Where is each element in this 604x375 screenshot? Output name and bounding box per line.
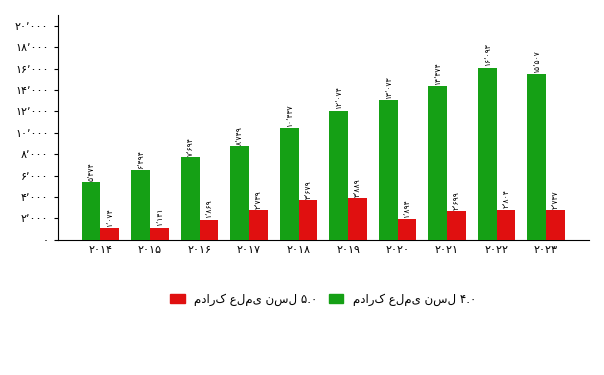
Text: ۸٬۷۴۹: ۸٬۷۴۹ — [235, 126, 244, 145]
Text: ۱۴٬۳۷۴: ۱۴٬۳۷۴ — [433, 62, 442, 85]
Text: ۱۰٬۴۳۷: ۱۰٬۴۳۷ — [284, 104, 294, 127]
Bar — [131, 170, 150, 240]
Text: ۳٬۸۸۹: ۳٬۸۸۹ — [353, 178, 362, 197]
Text: ۱۳٬۰۷۳: ۱۳٬۰۷۳ — [384, 76, 393, 99]
Text: ISC: ISC — [503, 27, 542, 48]
Bar — [447, 211, 466, 240]
Legend: مدارک علمی نسل ۵.۰, مدارک علمی نسل ۴.۰: مدارک علمی نسل ۵.۰, مدارک علمی نسل ۴.۰ — [170, 292, 476, 306]
Text: ۱٬۸۶۹: ۱٬۸۶۹ — [204, 200, 213, 219]
Bar — [82, 182, 100, 240]
Bar — [397, 219, 416, 240]
Text: ۱۶٬۰۹۳: ۱۶٬۰۹۳ — [483, 44, 492, 66]
Bar — [496, 210, 515, 240]
Bar — [546, 210, 565, 240]
Bar — [280, 128, 298, 240]
Bar — [181, 158, 199, 240]
Text: ۵٬۳۷۴: ۵٬۳۷۴ — [86, 162, 95, 181]
Text: ۱٬۱۴۱: ۱٬۱۴۱ — [155, 208, 164, 226]
Bar — [100, 228, 120, 240]
Text: ۱٬۰۷۴: ۱٬۰۷۴ — [106, 208, 114, 227]
Text: ۳٬۶۷۹: ۳٬۶۷۹ — [303, 180, 312, 199]
Text: ۱۵٬۵۰۷: ۱۵٬۵۰۷ — [532, 50, 541, 72]
Bar — [527, 74, 546, 240]
Bar — [379, 100, 397, 240]
Bar — [478, 68, 496, 240]
Bar — [230, 146, 249, 240]
Bar — [199, 220, 218, 240]
Text: ۱۲٬۰۷۴: ۱۲٬۰۷۴ — [334, 86, 343, 109]
Text: ۲٬۷۳۷: ۲٬۷۳۷ — [551, 190, 560, 209]
Bar — [249, 210, 268, 240]
Bar — [428, 86, 447, 240]
Text: ۲٬۷۳۹: ۲٬۷۳۹ — [254, 190, 263, 209]
Bar — [298, 200, 317, 240]
Bar — [329, 111, 348, 240]
Bar — [348, 198, 367, 240]
Text: ۶٬۴۹۴: ۶٬۴۹۴ — [136, 150, 145, 169]
Text: ۷٬۶۹۴: ۷٬۶۹۴ — [185, 137, 194, 156]
Bar — [150, 228, 169, 240]
Text: ۲٬۶۹۹: ۲٬۶۹۹ — [452, 191, 461, 210]
Text: ۲٬۸۰۴: ۲٬۸۰۴ — [501, 190, 510, 209]
Text: ۱٬۸۹۴: ۱٬۸۹۴ — [402, 200, 411, 218]
